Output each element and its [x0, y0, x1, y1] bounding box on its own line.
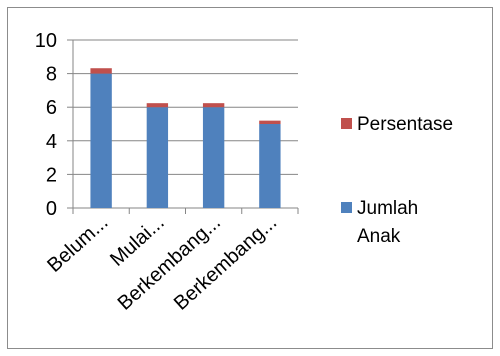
bar-persentase [259, 120, 281, 124]
y-tick-label: 8 [46, 64, 57, 86]
x-category-label: Belum... [43, 211, 112, 276]
legend-label: Jumlah [357, 198, 418, 219]
stacked-bar-chart: 0246810Belum...Mulai...Berkembang...Berk… [35, 30, 453, 315]
x-category-label: Berkembang... [170, 211, 281, 314]
bar-persentase [146, 103, 169, 108]
y-tick-label: 4 [46, 131, 57, 153]
y-tick-label: 0 [46, 198, 57, 220]
bar-jumlah-anak [146, 107, 169, 208]
legend-label: Persentase [357, 114, 453, 135]
bar-persentase [202, 103, 225, 108]
bar-persentase [90, 68, 112, 74]
y-tick-label: 10 [35, 30, 57, 52]
y-tick-label: 2 [46, 164, 57, 186]
legend-swatch [341, 118, 352, 129]
bar-jumlah-anak [90, 73, 112, 208]
legend-swatch [341, 202, 352, 213]
bar-jumlah-anak [259, 124, 281, 208]
chart-frame: 0 2 4 6 8 10 Belum... Mulai... Berkembang... Berk… [7, 7, 493, 349]
y-tick-label: 6 [46, 97, 57, 119]
legend-label: Anak [357, 226, 401, 247]
bar-jumlah-anak [202, 107, 225, 208]
